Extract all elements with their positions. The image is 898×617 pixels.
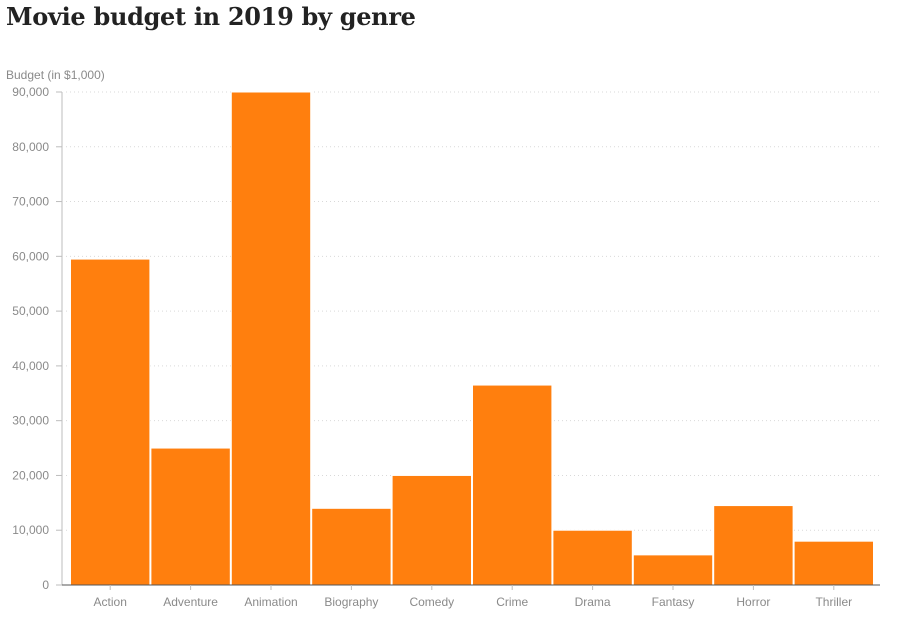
y-tick-label: 90,000 xyxy=(12,85,49,99)
x-tick-label: Fantasy xyxy=(652,595,695,609)
y-tick-label: 20,000 xyxy=(12,468,49,482)
x-axis: Action Adventure Animation Biography Comedy C… xyxy=(62,584,880,609)
x-tick-label: Horror xyxy=(736,595,770,609)
y-tick-label: 80,000 xyxy=(12,140,49,154)
y-tick-label: 30,000 xyxy=(12,414,49,428)
bar-drama xyxy=(552,529,633,586)
y-tick-label: 0 xyxy=(42,578,49,592)
y-axis: 0 10,000 20,000 30,000 40,000 50,000 60,000 70,… xyxy=(12,85,63,592)
bar-fantasy xyxy=(632,554,714,586)
bars xyxy=(70,91,874,586)
x-tick-label: Crime xyxy=(496,595,528,609)
x-tick-label: Action xyxy=(94,595,127,609)
bar-horror xyxy=(713,505,794,586)
bar-action xyxy=(70,258,151,586)
y-tick-label: 50,000 xyxy=(12,304,49,318)
y-tick-label: 10,000 xyxy=(12,523,49,537)
bar-thriller xyxy=(793,540,874,586)
x-tick-label: Biography xyxy=(324,595,378,609)
x-tick-label: Drama xyxy=(575,595,611,609)
bar-adventure xyxy=(150,447,231,586)
bar-crime xyxy=(472,384,553,586)
y-tick-label: 40,000 xyxy=(12,359,49,373)
chart-title: Movie budget in 2019 by genre xyxy=(6,2,416,31)
bar-biography xyxy=(311,507,392,586)
y-tick-label: 70,000 xyxy=(12,195,49,209)
bar-comedy xyxy=(391,474,473,586)
x-tick-label: Thriller xyxy=(815,595,852,609)
y-tick-label: 60,000 xyxy=(12,249,49,263)
y-axis-label: Budget (in $1,000) xyxy=(6,68,105,82)
x-tick-label: Comedy xyxy=(409,595,454,609)
x-tick-label: Adventure xyxy=(163,595,218,609)
x-tick-label: Animation xyxy=(244,595,297,609)
bar-animation xyxy=(230,91,312,586)
